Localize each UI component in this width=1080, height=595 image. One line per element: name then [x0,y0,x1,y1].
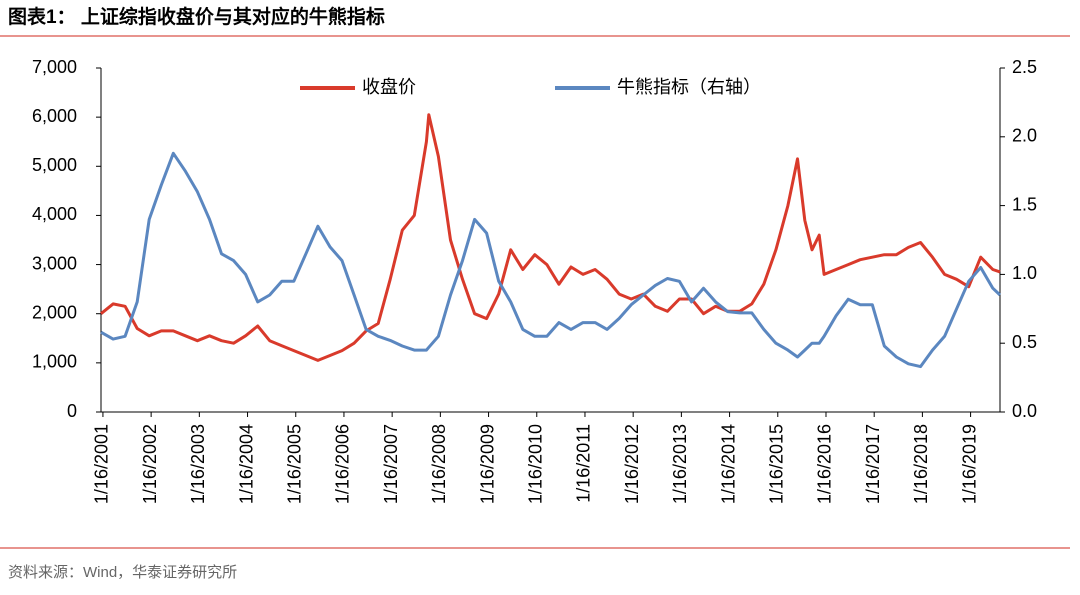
y2-tick-label: 0.0 [1012,401,1037,421]
y-tick-label: 7,000 [32,57,77,77]
x-tick-label: 1/16/2008 [429,424,449,504]
x-tick-label: 1/16/2017 [863,424,883,504]
y-tick-label: 4,000 [32,204,77,224]
x-tick-label: 1/16/2007 [381,424,401,504]
y-tick-label: 3,000 [32,253,77,273]
y-tick-label: 6,000 [32,106,77,126]
x-tick-label: 1/16/2010 [526,424,546,504]
legend-label: 牛熊指标（右轴） [617,77,761,97]
source: 资料来源：Wind，华泰证券研究所 [8,564,237,581]
x-tick-label: 1/16/2011 [574,424,594,503]
series-line [100,113,1001,362]
y2-tick-label: 2.5 [1012,57,1037,77]
y-tick-label: 5,000 [32,155,77,175]
x-tick-label: 1/16/2016 [815,424,835,504]
y-tick-label: 1,000 [32,352,77,372]
y2-tick-label: 2.0 [1012,126,1037,146]
x-tick-label: 1/16/2012 [622,424,642,504]
y-tick-label: 2,000 [32,302,77,322]
x-tick-label: 1/16/2003 [188,424,208,504]
y2-tick-label: 0.5 [1012,332,1037,352]
x-tick-label: 1/16/2005 [284,424,304,504]
x-tick-label: 1/16/2019 [959,424,979,504]
x-tick-label: 1/16/2004 [236,424,256,504]
x-tick-label: 1/16/2001 [92,424,112,504]
x-tick-label: 1/16/2013 [670,424,690,504]
series-line [100,151,1002,369]
y-tick-label: 0 [67,401,77,421]
legend-label: 收盘价 [362,77,416,97]
y2-tick-label: 1.5 [1012,194,1037,214]
chart-title: 图表1： 上证综指收盘价与其对应的牛熊指标 [8,5,385,28]
y2-tick-label: 1.0 [1012,263,1037,283]
x-tick-label: 1/16/2018 [911,424,931,504]
x-tick-label: 1/16/2015 [767,424,787,504]
x-tick-label: 1/16/2002 [140,424,160,504]
x-tick-label: 1/16/2014 [718,424,738,504]
x-tick-label: 1/16/2009 [477,424,497,504]
x-tick-label: 1/16/2006 [333,424,353,504]
